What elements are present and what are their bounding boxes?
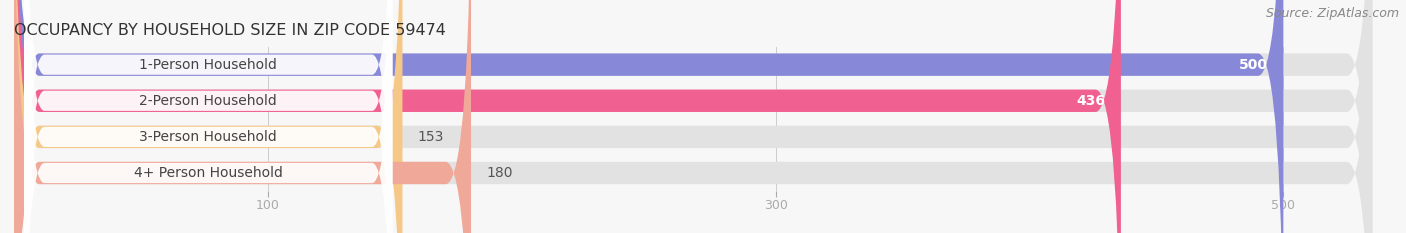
FancyBboxPatch shape bbox=[24, 0, 392, 233]
Text: 4+ Person Household: 4+ Person Household bbox=[134, 166, 283, 180]
Text: 180: 180 bbox=[486, 166, 513, 180]
FancyBboxPatch shape bbox=[24, 0, 392, 233]
Text: 1-Person Household: 1-Person Household bbox=[139, 58, 277, 72]
FancyBboxPatch shape bbox=[14, 0, 471, 233]
Text: 153: 153 bbox=[418, 130, 444, 144]
FancyBboxPatch shape bbox=[14, 0, 1372, 233]
FancyBboxPatch shape bbox=[14, 0, 1372, 233]
FancyBboxPatch shape bbox=[24, 0, 392, 233]
FancyBboxPatch shape bbox=[14, 0, 1121, 233]
FancyBboxPatch shape bbox=[14, 0, 402, 233]
FancyBboxPatch shape bbox=[14, 0, 1372, 233]
FancyBboxPatch shape bbox=[24, 0, 392, 233]
Text: 436: 436 bbox=[1077, 94, 1105, 108]
FancyBboxPatch shape bbox=[14, 0, 1284, 233]
Text: Source: ZipAtlas.com: Source: ZipAtlas.com bbox=[1265, 7, 1399, 20]
Text: 2-Person Household: 2-Person Household bbox=[139, 94, 277, 108]
FancyBboxPatch shape bbox=[14, 0, 1372, 233]
Text: OCCUPANCY BY HOUSEHOLD SIZE IN ZIP CODE 59474: OCCUPANCY BY HOUSEHOLD SIZE IN ZIP CODE … bbox=[14, 24, 446, 38]
Text: 3-Person Household: 3-Person Household bbox=[139, 130, 277, 144]
Text: 500: 500 bbox=[1239, 58, 1268, 72]
